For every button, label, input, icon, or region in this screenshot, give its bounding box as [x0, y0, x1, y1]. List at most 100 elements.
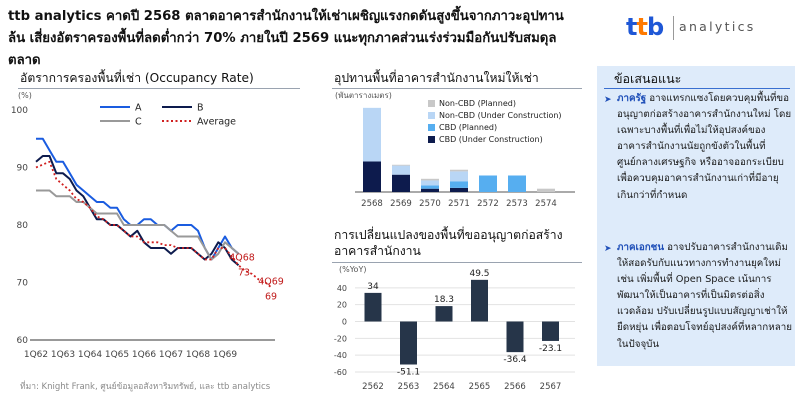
logo-divider [673, 16, 674, 40]
ttb-analytics-logo: ttb analytics [626, 12, 796, 46]
y-tick-label: -60 [334, 368, 347, 377]
data-label: -51.1 [397, 368, 420, 378]
permit-change-bar-chart: (%YoY) -60 -40 -20 0 20 40 34 2562 -51.1 2563 18.3 2… [334, 265, 575, 392]
bar-segment [508, 175, 526, 192]
legend-label: Non-CBD (Under Construction) [439, 111, 562, 120]
series-line-c [36, 189, 240, 261]
bar [400, 321, 417, 365]
legend-label-c: C [135, 117, 142, 128]
bar-segment [421, 185, 439, 189]
legend-label-average: Average [197, 117, 236, 128]
data-label: -36.4 [503, 355, 527, 365]
annotation-value: 73 [238, 267, 250, 278]
x-tick-label: 2573 [506, 199, 528, 209]
logo-text: analytics [679, 19, 756, 34]
bar-segment [450, 169, 468, 172]
bar [542, 321, 559, 341]
x-tick-label: 2574 [535, 199, 557, 209]
y-tick-label: 100 [11, 106, 28, 116]
annotation-label: 4Q68 [229, 252, 255, 263]
legend-label: Non-CBD (Planned) [439, 99, 516, 108]
arrow-right-icon: ➤ [604, 95, 612, 105]
headline: ttb analytics คาดปี 2568 ตลาดอาคารสำนักง… [8, 9, 564, 68]
y-tick-label: 70 [17, 279, 29, 289]
legend-swatch [428, 112, 435, 119]
occupancy-chart-title: อัตราการครองพื้นที่เช่า (Occupancy Rate) [20, 71, 254, 85]
recommendations-title: ข้อเสนอแนะ [614, 71, 682, 86]
bar [435, 306, 453, 322]
recommendation-government: ภาครัฐ อาจแทรกแซงโดยควบคุมพื้นที่ขออนุญา… [617, 93, 792, 201]
legend-swatch [428, 136, 435, 143]
x-tick-label: 2569 [390, 199, 412, 209]
bar-segment [392, 164, 410, 166]
x-tick-label: 2572 [477, 199, 499, 209]
x-tick-label: 2567 [540, 382, 562, 392]
bar [506, 321, 524, 353]
legend-swatch [428, 124, 435, 131]
x-tick-label: 1Q64 [78, 350, 103, 360]
permit-chart-title: การเปลี่ยนแปลงของพื้นที่ขออนุญาตก่อสร้าง… [334, 228, 563, 258]
legend-swatch [428, 100, 435, 107]
x-tick-label: 2566 [504, 382, 526, 392]
series-line-a [36, 137, 240, 261]
x-tick-label: 1Q68 [186, 350, 211, 360]
bar-segment [363, 161, 381, 192]
x-tick-label: 2568 [361, 199, 383, 209]
source-note: ที่มา: Knight Frank, ศูนย์ข้อมูลอสังหาริ… [20, 382, 271, 392]
bar-segment [450, 171, 468, 182]
data-label: 18.3 [434, 295, 454, 305]
bar [471, 279, 488, 322]
annotation-label: 4Q69 [258, 276, 284, 287]
x-tick-label: 2564 [433, 382, 455, 392]
bar-segment [392, 165, 410, 175]
supply-chart-title: อุปทานพื้นที่อาคารสำนักงานใหม่ให้เช่า [334, 71, 539, 85]
y-tick-label: 0 [342, 318, 347, 327]
data-label: 49.5 [469, 269, 489, 279]
y-tick-label: 20 [337, 301, 347, 310]
data-label: 34 [367, 282, 379, 292]
data-label: -23.1 [539, 344, 562, 354]
legend-label: CBD (Planned) [439, 123, 497, 132]
legend-label-a: A [135, 103, 142, 114]
legend-label-b: B [197, 103, 204, 114]
x-tick-label: 2563 [398, 382, 420, 392]
recommendations-rule [604, 88, 790, 89]
series-line-average [35, 160, 273, 289]
x-tick-label: 2570 [419, 199, 441, 209]
y-axis-unit: (%) [18, 91, 32, 100]
bar-segment [450, 181, 468, 188]
x-tick-label: 2565 [469, 382, 491, 392]
bar-segment [421, 178, 439, 181]
x-tick-label: 1Q65 [105, 350, 129, 360]
bar-segment [392, 174, 410, 192]
bar-segment [479, 175, 497, 192]
recommendation-private-sector: ภาคเอกชน อาจปรับอาคารสำนักงานเดิมให้สอดร… [617, 242, 792, 350]
legend-label: CBD (Under Construction) [439, 135, 543, 144]
supply-title-rule [332, 88, 582, 89]
permit-title-rule [332, 262, 582, 263]
y-tick-label: 80 [17, 221, 29, 231]
x-tick-label: 1Q63 [51, 350, 75, 360]
y-tick-label: -20 [334, 334, 347, 343]
x-tick-label: 1Q69 [213, 350, 238, 360]
bar-segment [421, 188, 439, 192]
x-tick-label: 1Q62 [24, 350, 48, 360]
y-tick-label: 90 [17, 164, 29, 174]
y-tick-label: -40 [334, 351, 347, 360]
x-tick-label: 1Q66 [132, 350, 157, 360]
recommendations-panel [597, 66, 795, 366]
bar-segment [421, 180, 439, 186]
y-axis-unit: (พันตารางเมตร) [335, 91, 392, 100]
annotation-value: 69 [265, 291, 277, 302]
arrow-right-icon: ➤ [604, 244, 612, 254]
x-tick-label: 2571 [448, 199, 470, 209]
x-tick-label: 1Q67 [159, 350, 183, 360]
ttb-logo-mark: ttb [626, 13, 664, 41]
y-tick-label: 60 [17, 336, 29, 346]
bar-segment [450, 187, 468, 192]
y-tick-label: 40 [337, 284, 347, 293]
bar-segment [537, 188, 555, 192]
y-axis-unit: (%YoY) [339, 265, 366, 274]
bar [364, 292, 382, 322]
